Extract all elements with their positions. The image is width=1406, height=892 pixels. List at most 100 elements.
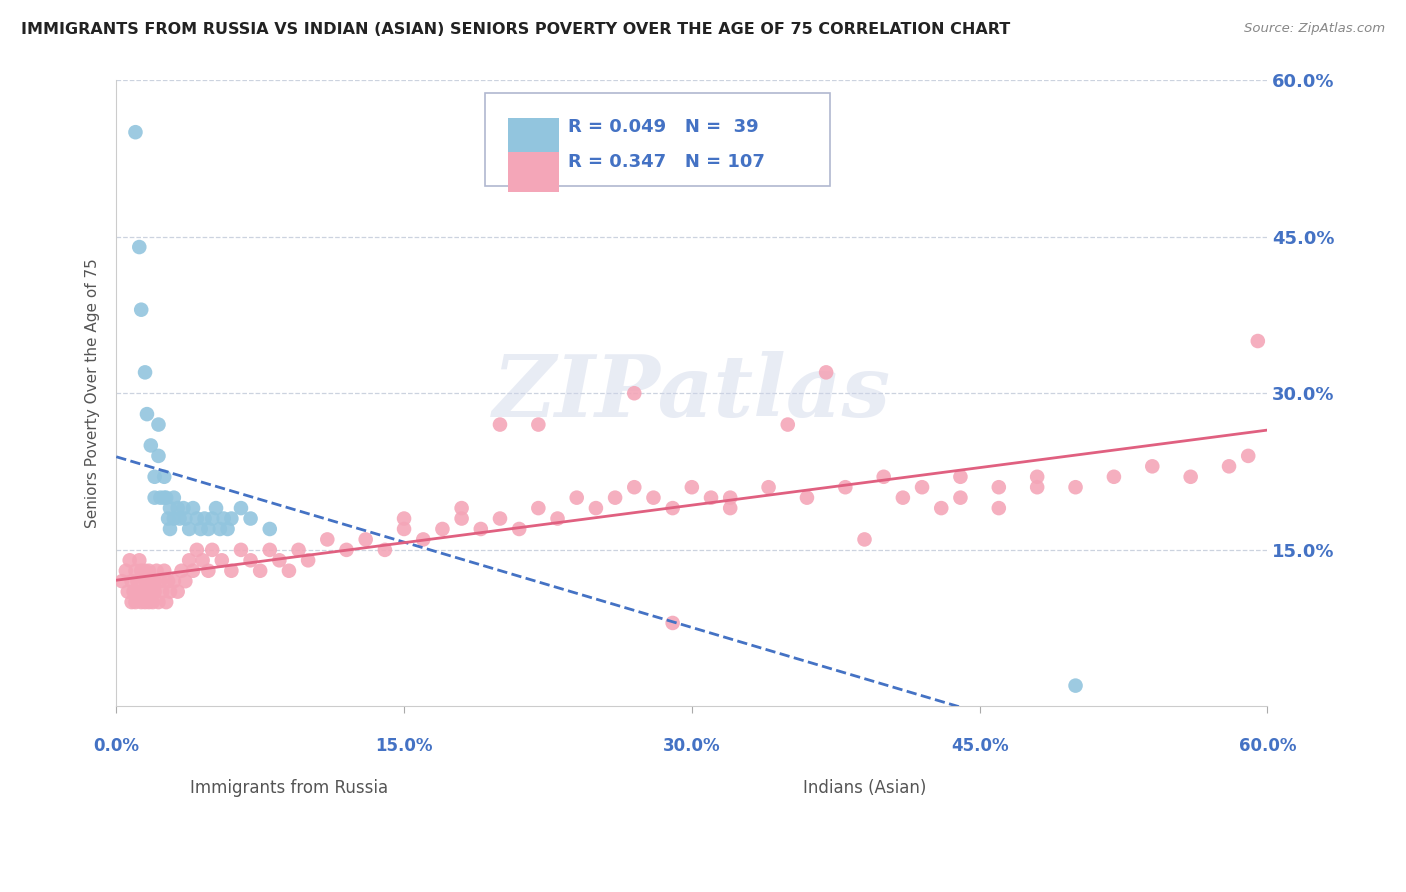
Point [186,542,208,557]
Point [163,511,186,525]
Point [122,584,145,599]
Point [139,584,162,599]
Point [891,491,914,505]
Point [153,491,176,505]
Point [450,501,472,516]
Point [124,125,146,139]
Point [157,574,180,589]
Point [217,522,239,536]
Point [718,491,741,505]
Text: Indians (Asian): Indians (Asian) [803,779,927,797]
Point [1102,470,1125,484]
Point [508,522,530,536]
Point [259,522,281,536]
Point [174,574,197,589]
Point [153,470,176,484]
Point [128,240,150,254]
Point [354,533,377,547]
Point [718,501,741,516]
Point [661,501,683,516]
Point [139,574,162,589]
Point [335,542,357,557]
Point [136,584,159,599]
Point [159,522,181,536]
Point [111,574,134,589]
Point [249,564,271,578]
Point [174,511,197,525]
Point [136,574,159,589]
Point [1064,679,1087,693]
Point [134,574,156,589]
Point [221,511,243,525]
Point [129,564,152,578]
Point [138,595,160,609]
Point [166,584,188,599]
Point [132,584,155,599]
Point [169,511,191,525]
Point [148,595,170,609]
Point [212,511,235,525]
Point [143,491,166,505]
Point [127,574,149,589]
Point [392,511,415,525]
Point [121,574,143,589]
Point [873,470,896,484]
Point [565,491,588,505]
Point [139,438,162,452]
Point [911,480,934,494]
Point [1180,470,1202,484]
Point [121,595,143,609]
Point [208,522,231,536]
Point [124,595,146,609]
Point [142,595,165,609]
Point [527,417,550,432]
Text: 0.0%: 0.0% [93,737,139,755]
Point [129,595,152,609]
Point [834,480,856,494]
Point [201,511,224,525]
Point [155,595,177,609]
Point [136,407,159,421]
Point [201,542,224,557]
Point [159,501,181,516]
Point [145,564,167,578]
Text: R = 0.347   N = 107: R = 0.347 N = 107 [568,153,765,171]
Point [776,417,799,432]
Point [193,511,215,525]
Point [117,584,139,599]
Text: 15.0%: 15.0% [375,737,433,755]
Point [129,302,152,317]
Point [623,386,645,401]
Point [681,480,703,494]
Point [392,522,415,536]
Point [229,501,252,516]
Point [661,615,683,630]
Point [450,511,472,525]
Point [374,542,396,557]
Point [143,584,166,599]
Point [150,584,173,599]
Point [134,365,156,379]
Point [239,511,262,525]
Point [287,542,309,557]
Point [197,564,219,578]
Point [297,553,319,567]
Point [153,564,176,578]
Text: ZIPatlas: ZIPatlas [492,351,891,435]
Point [179,522,201,536]
Point [118,553,141,567]
Point [949,470,972,484]
Point [239,553,262,567]
Text: R = 0.049   N =  39: R = 0.049 N = 39 [568,119,758,136]
Point [197,522,219,536]
Point [489,511,512,525]
Point [163,574,186,589]
Point [179,553,201,567]
Point [547,511,569,525]
Point [181,564,204,578]
Text: 60.0%: 60.0% [1239,737,1296,755]
Point [148,417,170,432]
Point [527,501,550,516]
Point [181,501,204,516]
Point [138,564,160,578]
